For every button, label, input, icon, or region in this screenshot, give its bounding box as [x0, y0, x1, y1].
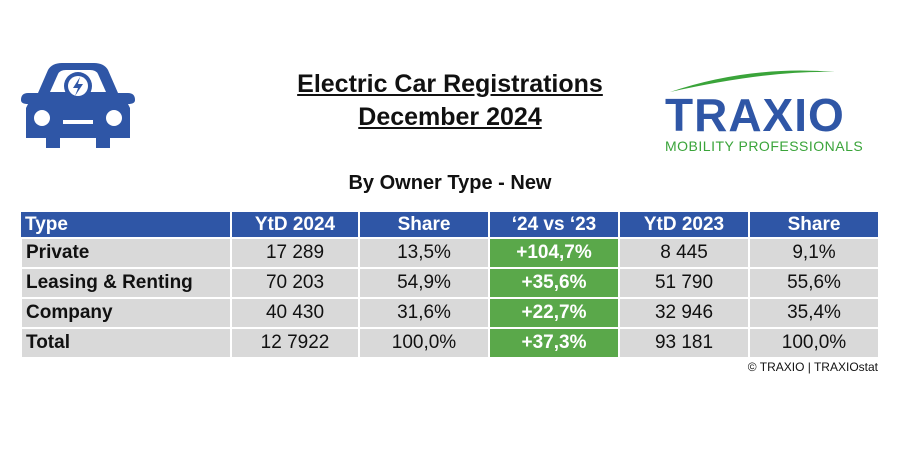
- table-cell: 32 946: [618, 297, 750, 329]
- column-header: YtD 2024: [231, 212, 360, 238]
- table-row: Total 12 7922 100,0% +37,3% 93 181 100,0%: [20, 327, 880, 359]
- column-header: YtD 2023: [619, 212, 750, 238]
- column-header: ‘24 vs ‘23: [489, 212, 620, 238]
- table-cell: +35,6%: [488, 267, 620, 299]
- table-cell: +104,7%: [488, 237, 620, 269]
- table-cell: Company: [20, 297, 232, 329]
- logo-swoosh: [670, 70, 835, 92]
- data-table: Type YtD 2024 Share ‘24 vs ‘23 YtD 2023 Share…: [20, 212, 880, 359]
- logo-name: TRAXIO: [665, 89, 845, 141]
- logo: TRAXIO MOBILITY PROFESSIONALS: [660, 60, 880, 160]
- logo-tagline: MOBILITY PROFESSIONALS: [665, 138, 864, 154]
- table-cell: 70 203: [230, 267, 360, 299]
- table-cell: 12 7922: [230, 327, 360, 359]
- subtitle: By Owner Type - New: [348, 172, 552, 194]
- table-cell: +22,7%: [488, 297, 620, 329]
- footer: © TRAXIO | TRAXIOstat: [747, 360, 878, 374]
- table-cell: 51 790: [618, 267, 750, 299]
- table-row: Private 17 289 13,5% +104,7% 8 445 9,1%: [20, 237, 880, 269]
- table-row: Leasing & Renting 70 203 54,9% +35,6% 51 790…: [20, 267, 880, 299]
- car-icon: [21, 63, 135, 148]
- title-line: December 2024: [358, 103, 542, 131]
- table-cell: 100,0%: [358, 327, 490, 359]
- table-cell: 9,1%: [748, 237, 880, 269]
- table-body: Private 17 289 13,5% +104,7% 8 445 9,1% Leasin…: [20, 237, 880, 359]
- title: Electric Car Registrations December 2024: [200, 68, 700, 134]
- column-header: Type: [21, 212, 232, 238]
- table-cell: 40 430: [230, 297, 360, 329]
- table-cell: Leasing & Renting: [20, 267, 232, 299]
- table-cell: +37,3%: [488, 327, 620, 359]
- table-cell: 17 289: [230, 237, 360, 269]
- table-cell: 55,6%: [748, 267, 880, 299]
- table-cell: 35,4%: [748, 297, 880, 329]
- table-cell: 8 445: [618, 237, 750, 269]
- column-header: Share: [749, 212, 880, 238]
- title-line: Electric Car Registrations: [297, 70, 603, 98]
- table-cell: 93 181: [618, 327, 750, 359]
- table-cell: 13,5%: [358, 237, 490, 269]
- column-header: Share: [359, 212, 490, 238]
- table-cell: 54,9%: [358, 267, 490, 299]
- table-row: Company 40 430 31,6% +22,7% 32 946 35,4%: [20, 297, 880, 329]
- table-cell: 31,6%: [358, 297, 490, 329]
- table-cell: 100,0%: [748, 327, 880, 359]
- header-row: Type YtD 2024 Share ‘24 vs ‘23 YtD 2023 Share: [21, 212, 880, 238]
- table-cell: Private: [20, 237, 232, 269]
- table-cell: Total: [20, 327, 232, 359]
